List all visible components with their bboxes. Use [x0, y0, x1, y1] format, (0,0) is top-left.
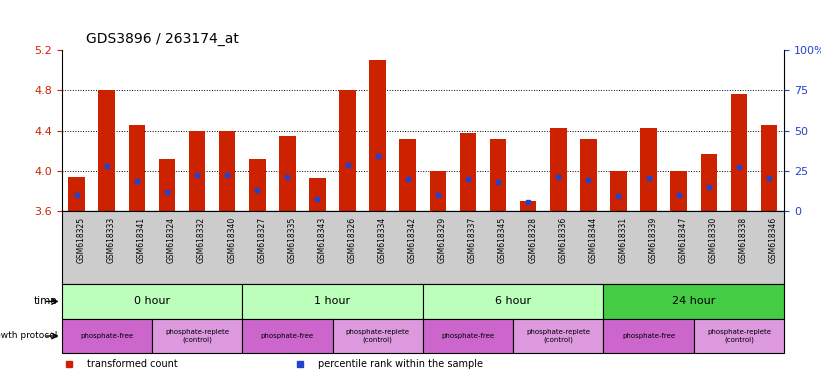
Text: GSM618327: GSM618327	[257, 217, 266, 263]
Text: GSM618324: GSM618324	[167, 217, 176, 263]
Text: GSM618337: GSM618337	[468, 217, 477, 263]
Bar	[242, 284, 423, 319]
Bar	[610, 171, 626, 211]
Text: percentile rank within the sample: percentile rank within the sample	[318, 359, 483, 369]
Text: phosphate-free: phosphate-free	[622, 333, 675, 339]
Bar	[671, 171, 687, 211]
Text: GSM618328: GSM618328	[528, 217, 537, 263]
Bar	[694, 319, 784, 353]
Text: phosphate-free: phosphate-free	[80, 333, 133, 339]
Bar	[62, 284, 242, 319]
Bar	[513, 319, 603, 353]
Text: GSM618346: GSM618346	[769, 217, 778, 263]
Bar	[242, 319, 333, 353]
Bar	[761, 124, 777, 211]
Text: growth protocol: growth protocol	[0, 331, 57, 341]
Text: GSM618326: GSM618326	[347, 217, 356, 263]
Bar	[369, 60, 386, 211]
Text: GSM618325: GSM618325	[76, 217, 85, 263]
Bar	[129, 124, 145, 211]
Text: GSM618341: GSM618341	[137, 217, 146, 263]
Bar	[460, 132, 476, 211]
Text: GSM618332: GSM618332	[197, 217, 206, 263]
Text: GSM618340: GSM618340	[227, 217, 236, 263]
Bar	[400, 139, 416, 211]
Text: 1 hour: 1 hour	[314, 296, 351, 306]
Bar	[279, 136, 296, 211]
Bar	[731, 94, 747, 211]
Text: GSM618342: GSM618342	[408, 217, 417, 263]
Text: phosphate-replete
(control): phosphate-replete (control)	[526, 329, 590, 343]
Text: time: time	[34, 296, 57, 306]
Text: GDS3896 / 263174_at: GDS3896 / 263174_at	[86, 32, 239, 46]
Text: phosphate-replete
(control): phosphate-replete (control)	[346, 329, 410, 343]
Bar	[490, 139, 507, 211]
Bar	[603, 284, 784, 319]
Text: GSM618331: GSM618331	[618, 217, 627, 263]
Text: GSM618343: GSM618343	[318, 217, 327, 263]
Bar	[640, 127, 657, 211]
Text: phosphate-free: phosphate-free	[442, 333, 494, 339]
Bar	[550, 127, 566, 211]
Bar	[189, 131, 205, 211]
Text: GSM618333: GSM618333	[107, 217, 116, 263]
Text: 0 hour: 0 hour	[134, 296, 170, 306]
Bar	[333, 319, 423, 353]
Bar	[603, 319, 694, 353]
Text: phosphate-free: phosphate-free	[261, 333, 314, 339]
Text: GSM618338: GSM618338	[739, 217, 748, 263]
Bar	[429, 171, 446, 211]
Text: GSM618335: GSM618335	[287, 217, 296, 263]
Bar	[219, 131, 236, 211]
Text: GSM618344: GSM618344	[589, 217, 598, 263]
Bar	[310, 178, 326, 211]
Bar	[152, 319, 242, 353]
Text: GSM618345: GSM618345	[498, 217, 507, 263]
Bar	[423, 319, 513, 353]
Bar	[339, 90, 355, 211]
Text: GSM618347: GSM618347	[679, 217, 688, 263]
Bar	[520, 201, 536, 211]
Bar	[62, 319, 152, 353]
Bar	[99, 90, 115, 211]
Text: GSM618336: GSM618336	[558, 217, 567, 263]
Text: transformed count: transformed count	[87, 359, 177, 369]
Text: phosphate-replete
(control): phosphate-replete (control)	[707, 329, 771, 343]
Bar	[580, 139, 597, 211]
Bar	[158, 159, 175, 211]
Text: 24 hour: 24 hour	[672, 296, 715, 306]
Bar	[249, 159, 265, 211]
Bar	[68, 177, 85, 211]
Text: GSM618329: GSM618329	[438, 217, 447, 263]
Text: GSM618330: GSM618330	[709, 217, 718, 263]
Bar	[700, 154, 717, 211]
Text: GSM618339: GSM618339	[649, 217, 658, 263]
Text: 6 hour: 6 hour	[495, 296, 531, 306]
Text: GSM618334: GSM618334	[378, 217, 387, 263]
Bar	[423, 284, 603, 319]
Text: phosphate-replete
(control): phosphate-replete (control)	[165, 329, 229, 343]
